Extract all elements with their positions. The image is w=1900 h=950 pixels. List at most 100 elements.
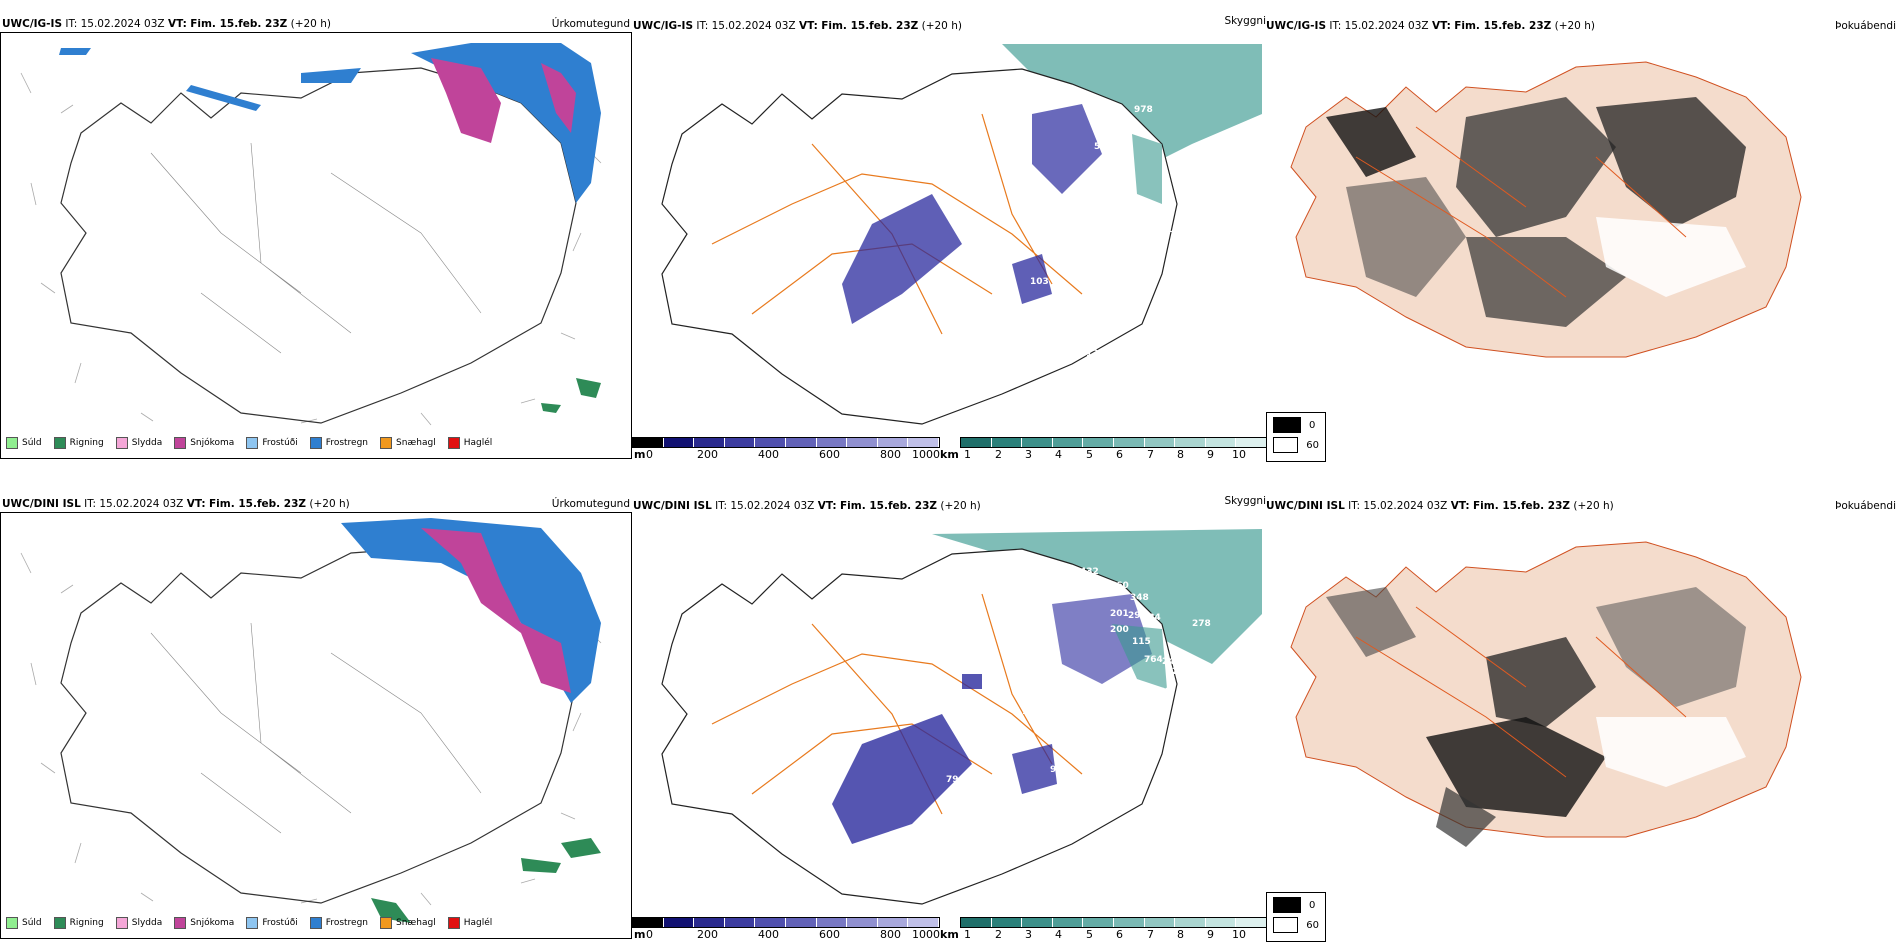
visibility-value-label: 243 <box>1162 657 1181 667</box>
vis-colorbar-m <box>632 437 940 448</box>
fog-map <box>1290 61 1802 358</box>
panel-name: Þokuábendi <box>1835 500 1896 512</box>
legend-swatch <box>447 917 460 929</box>
visibility-value-label: 29 <box>1128 611 1141 621</box>
visibility-value-label: 95 <box>1122 255 1135 265</box>
fog-swatch-black <box>1273 417 1301 433</box>
vis-unit-km: km <box>940 928 959 941</box>
visibility-value-label: 660 <box>1110 581 1129 591</box>
fog-map <box>1290 541 1802 847</box>
legend-item: Súld <box>6 917 42 929</box>
legend-swatch <box>246 437 259 449</box>
visibility-value-label: 200 <box>1110 625 1129 635</box>
visibility-value-label: 135 <box>990 837 1009 847</box>
legend-swatch <box>53 437 66 449</box>
legend-item: Snæhagl <box>380 437 436 449</box>
legend-item: Snæhagl <box>380 917 436 929</box>
legend-item: Rigning <box>53 917 104 929</box>
visibility-value-label: 92 <box>1050 765 1063 775</box>
legend-swatch <box>309 437 322 449</box>
vis-unit-m: m <box>634 928 646 941</box>
legend-item: Snjókoma <box>174 917 234 929</box>
visibility-value-label: 97 <box>998 809 1011 819</box>
visibility-labels-top: 409 523 978 51 30 91 95 103 133 100 35 122 <box>1017 97 1173 359</box>
visibility-value-label: 122 <box>1086 349 1105 359</box>
legend-item: Súld <box>6 437 42 449</box>
panel-name: Þokuábendi <box>1835 20 1896 32</box>
vis-colorbar-km <box>960 917 1268 928</box>
fog-legend-box: 0 60 <box>1266 892 1326 942</box>
legend-item: Haglél <box>447 917 492 929</box>
legend-swatch <box>6 917 18 929</box>
visibility-value-label: 133 <box>1104 277 1123 287</box>
legend-item: Slydda <box>115 437 162 449</box>
visibility-value-label: 432 <box>1080 567 1099 577</box>
panel-name: Úrkomutegund <box>551 498 630 510</box>
fog-swatch-white <box>1273 437 1299 453</box>
visibility-value-label: 201 <box>1110 609 1129 619</box>
vis-unit-km: km <box>940 448 959 461</box>
legend-swatch <box>174 437 187 449</box>
legend-swatch <box>6 437 18 449</box>
panel-title: UWC/IG-IS IT: 15.02.2024 03Z VT: Fim. 15… <box>2 18 331 30</box>
visibility-value-label: 297 <box>1172 667 1191 677</box>
panel-name: Úrkomutegund <box>551 18 630 30</box>
visibility-value-label: 348 <box>1130 593 1149 603</box>
visibility-value-label: 764 <box>1144 655 1163 665</box>
vis-colorbar-km <box>960 437 1268 448</box>
legend-swatch <box>115 917 128 929</box>
legend-swatch <box>115 437 128 449</box>
visibility-map <box>661 44 1262 425</box>
visibility-value-label: 115 <box>1132 637 1151 647</box>
visibility-value-label: 409 <box>1070 97 1089 107</box>
legend-swatch <box>246 917 259 929</box>
vis-unit-m: m <box>634 448 646 461</box>
fog-swatch-white <box>1273 917 1299 933</box>
visibility-value-label: 35 <box>1066 347 1079 357</box>
visibility-value-label: 188 <box>1034 795 1053 805</box>
visibility-value-label: 184 <box>1142 613 1161 623</box>
panel-name: Skyggni <box>1224 15 1267 27</box>
panel-title: UWC/IG-IS IT: 15.02.2024 03Z VT: Fim. 15… <box>633 20 962 32</box>
visibility-value-label: 278 <box>1192 619 1211 629</box>
legend-item: Haglél <box>447 437 492 449</box>
precip-legend: Súld Rigning Slydda Snjókoma Frostúði Fr… <box>6 437 504 449</box>
legend-item: Rigning <box>53 437 104 449</box>
iceland-outline <box>60 67 577 424</box>
iceland-outline <box>60 547 577 904</box>
precip-map <box>0 512 632 939</box>
legend-item: Snjókoma <box>174 437 234 449</box>
visibility-value-label: 160 <box>1152 687 1171 697</box>
fog-panel-bottom: UWC/DINI ISL IT: 15.02.2024 03Z VT: Fim.… <box>1266 492 1900 942</box>
legend-item: Frostúði <box>246 437 298 449</box>
visibility-value-label: 91 <box>1160 225 1173 235</box>
legend-item: Slydda <box>115 917 162 929</box>
panel-title: UWC/IG-IS IT: 15.02.2024 03Z VT: Fim. 15… <box>1266 20 1595 32</box>
precip-panel-top: UWC/IG-IS IT: 15.02.2024 03Z VT: Fim. 15… <box>0 12 632 462</box>
legend-swatch <box>380 437 393 449</box>
panel-title: UWC/DINI ISL IT: 15.02.2024 03Z VT: Fim.… <box>2 498 350 510</box>
visibility-map <box>661 529 1262 905</box>
legend-item: Frostregn <box>309 437 368 449</box>
visibility-value-label: 978 <box>1134 105 1153 115</box>
visibility-panel-top: UWC/IG-IS IT: 15.02.2024 03Z VT: Fim. 15… <box>632 15 1268 461</box>
panel-name: Skyggni <box>1224 495 1267 507</box>
visibility-value-label: 79 <box>946 775 959 785</box>
visibility-value-label: 523 <box>1094 115 1113 125</box>
visibility-panel-bottom: UWC/DINI ISL IT: 15.02.2024 03Z VT: Fim.… <box>632 495 1268 941</box>
visibility-value-label: 30 <box>1104 182 1117 192</box>
fog-legend-box: 0 60 <box>1266 412 1326 462</box>
legend-swatch <box>447 437 460 449</box>
fog-panel-top: UWC/IG-IS IT: 15.02.2024 03Z VT: Fim. 15… <box>1266 12 1900 462</box>
precip-panel-bottom: UWC/DINI ISL IT: 15.02.2024 03Z VT: Fim.… <box>0 492 632 942</box>
legend-swatch <box>380 917 393 929</box>
panel-title: UWC/DINI ISL IT: 15.02.2024 03Z VT: Fim.… <box>633 500 981 512</box>
legend-swatch <box>309 917 322 929</box>
visibility-value-label: 51 <box>1094 142 1107 152</box>
legend-swatch <box>174 917 187 929</box>
legend-item: Frostregn <box>309 917 368 929</box>
fog-swatch-black <box>1273 897 1301 913</box>
visibility-value-label: 103 <box>1030 277 1049 287</box>
vis-colorbar-m <box>632 917 940 928</box>
